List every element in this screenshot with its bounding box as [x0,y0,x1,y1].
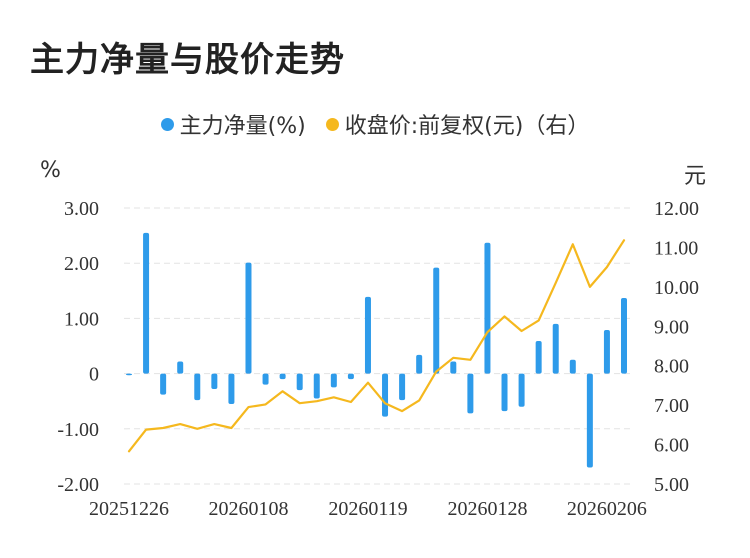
bar-main-net [603,329,610,374]
bar-main-net [177,361,184,374]
legend-line-label: 收盘价:前复权(元)（右） [344,114,590,139]
x-tick-label: 20260119 [328,498,407,520]
bar-main-net [194,373,201,401]
x-tick-label: 20260128 [447,498,527,520]
bar-main-net [296,373,303,391]
legend-item-close-price[interactable]: 收盘价:前复权(元)（右） [325,108,590,140]
left-tick-label: 3.00 [64,198,99,220]
bar-main-net [501,373,508,412]
bar-main-net [347,373,354,380]
bar-main-net [245,262,252,374]
bar-main-net [450,361,457,374]
legend-line-marker [325,117,339,131]
chart-legend: 主力净量(%) 收盘价:前复权(元)（右） [0,108,750,140]
bar-main-net [484,242,491,374]
bar-main-net [364,296,371,374]
x-tick-label: 20260206 [567,498,647,520]
bar-main-net [569,359,576,374]
left-tick-label: -1.00 [57,419,99,441]
left-axis-unit: % [40,158,61,183]
legend-item-main-net[interactable]: 主力净量(%) [160,108,306,140]
x-tick-label: 20251226 [89,498,169,520]
bar-main-net [399,373,406,401]
left-tick-label: 1.00 [64,308,99,330]
legend-bar-label: 主力净量(%) [179,114,306,139]
left-tick-label: -2.00 [57,474,99,496]
bar-main-net [467,373,474,414]
right-tick-label: 10.00 [654,277,699,299]
bar-main-net [228,373,235,404]
bar-main-net [433,267,440,374]
left-tick-label: 0 [89,364,99,386]
bar-main-net [143,232,150,374]
bar-main-net [586,373,593,468]
bar-main-net [126,373,132,376]
bar-main-net [313,373,320,399]
bar-main-net [262,373,269,385]
right-tick-label: 7.00 [654,395,689,417]
close-price-line [127,239,626,453]
right-tick-label: 8.00 [654,356,689,378]
bar-main-net [416,354,423,374]
right-tick-label: 9.00 [654,316,689,338]
bar-main-net [621,297,627,374]
bar-main-net [382,373,389,417]
legend-bar-marker [160,117,174,131]
bar-main-net [279,373,286,380]
chart-title: 主力净量与股价走势 [30,40,345,80]
x-tick-label: 20260108 [208,498,288,520]
bar-main-net [211,373,218,390]
right-tick-label: 11.00 [654,237,698,259]
bar-main-net [518,373,525,407]
right-axis-unit: 元 [684,164,707,189]
left-tick-label: 2.00 [64,253,99,275]
right-tick-label: 6.00 [654,435,689,457]
right-tick-label: 5.00 [654,474,689,496]
bar-main-net [552,323,559,374]
bar-main-net [535,341,542,374]
right-tick-label: 12.00 [654,198,699,220]
bar-main-net [330,373,337,388]
bar-main-net [160,373,167,395]
